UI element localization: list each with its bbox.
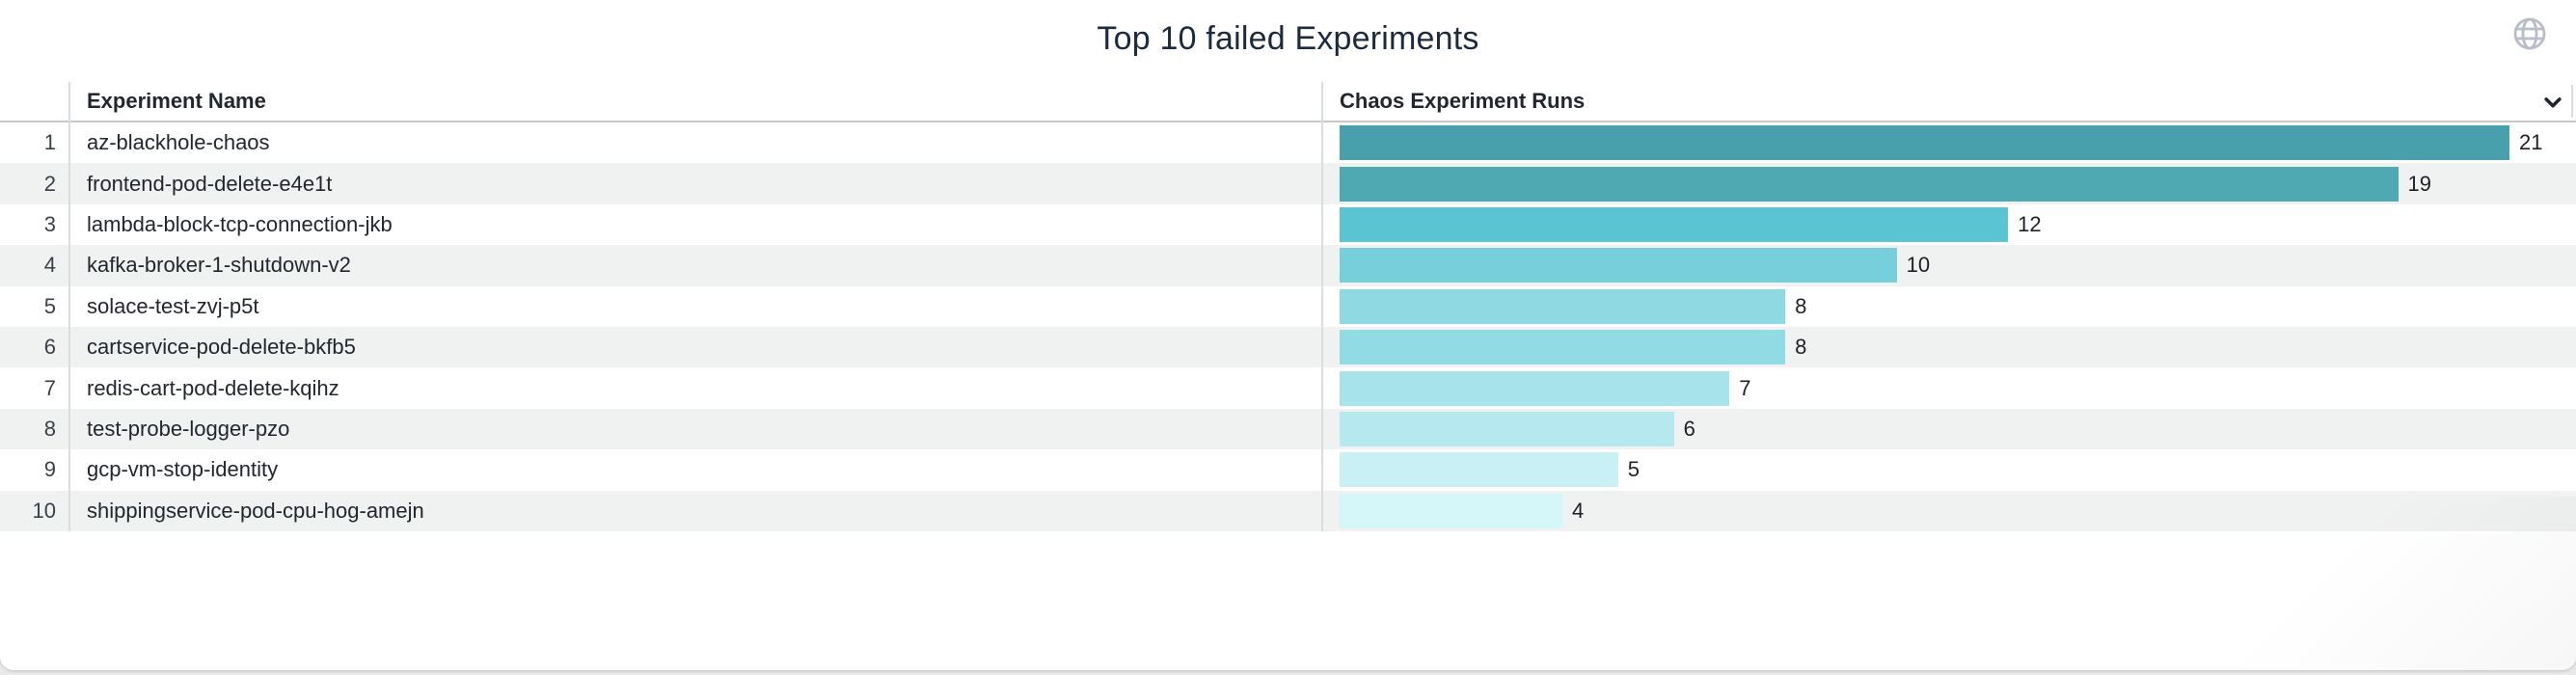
table-row[interactable]: 10 shippingservice-pod-cpu-hog-amejn 4 xyxy=(0,490,2576,531)
run-bar[interactable] xyxy=(1340,125,2509,161)
table-header-row: Experiment Name Chaos Experiment Runs xyxy=(0,82,2576,121)
runs-cell: 5 xyxy=(1340,449,2576,490)
run-bar[interactable] xyxy=(1340,248,1897,284)
run-value: 6 xyxy=(1683,416,1695,441)
runs-cell: 8 xyxy=(1340,327,2576,367)
experiment-name: test-probe-logger-pzo xyxy=(87,416,290,441)
run-value: 10 xyxy=(1906,253,1931,278)
run-value: 5 xyxy=(1627,457,1641,482)
runs-column-divider xyxy=(1321,82,1323,531)
runs-cell: 4 xyxy=(1340,491,2576,531)
row-index: 3 xyxy=(43,211,56,236)
run-value: 4 xyxy=(1572,498,1585,523)
experiment-name: cartservice-pod-delete-bkfb5 xyxy=(87,335,356,360)
row-index: 10 xyxy=(32,498,56,523)
run-value: 7 xyxy=(1739,375,1751,400)
experiment-name: solace-test-zvj-p5t xyxy=(87,293,259,318)
experiment-name: kafka-broker-1-shutdown-v2 xyxy=(87,253,351,278)
column-header-experiment-name[interactable]: Experiment Name xyxy=(87,89,266,113)
table-row[interactable]: 4 kafka-broker-1-shutdown-v2 10 xyxy=(0,245,2576,286)
table-row[interactable]: 7 redis-cart-pod-delete-kqihz 7 xyxy=(0,367,2576,408)
globe-icon[interactable] xyxy=(2510,14,2549,53)
row-index: 1 xyxy=(43,130,56,155)
runs-cell: 12 xyxy=(1340,204,2576,245)
row-index: 5 xyxy=(43,293,56,318)
run-bar[interactable] xyxy=(1340,493,1562,528)
run-bar[interactable] xyxy=(1340,206,2009,242)
header-bottom-border xyxy=(0,121,2576,122)
table-row[interactable]: 3 lambda-block-tcp-connection-jkb 12 xyxy=(0,204,2576,245)
row-index: 4 xyxy=(43,253,56,278)
column-header-chaos-experiment-runs[interactable]: Chaos Experiment Runs xyxy=(1340,89,1586,113)
runs-cell: 7 xyxy=(1340,367,2576,408)
run-value: 21 xyxy=(2519,130,2543,155)
table-row[interactable]: 1 az-blackhole-chaos 21 xyxy=(0,122,2576,163)
table-row[interactable]: 9 gcp-vm-stop-identity 5 xyxy=(0,449,2576,490)
row-index: 2 xyxy=(43,171,56,196)
experiment-name: shippingservice-pod-cpu-hog-amejn xyxy=(87,498,424,523)
run-value: 8 xyxy=(1795,293,1807,318)
run-bar[interactable] xyxy=(1340,370,1730,406)
header-right-divider xyxy=(2571,85,2573,118)
run-value: 19 xyxy=(2407,171,2431,196)
run-bar[interactable] xyxy=(1340,411,1674,446)
row-index: 9 xyxy=(43,457,56,482)
runs-cell: 10 xyxy=(1340,245,2576,285)
row-index: 7 xyxy=(43,375,56,400)
experiment-name: az-blackhole-chaos xyxy=(87,130,270,155)
chevron-down-icon[interactable] xyxy=(2538,88,2567,117)
runs-cell: 21 xyxy=(1340,122,2576,163)
runs-cell: 8 xyxy=(1340,286,2576,327)
row-index: 6 xyxy=(43,335,56,360)
table-row[interactable]: 5 solace-test-zvj-p5t 8 xyxy=(0,286,2576,327)
run-bar[interactable] xyxy=(1340,330,1786,365)
index-column-divider xyxy=(68,82,70,531)
experiment-name: lambda-block-tcp-connection-jkb xyxy=(87,211,393,236)
experiment-name: frontend-pod-delete-e4e1t xyxy=(87,171,333,196)
run-value: 8 xyxy=(1795,335,1807,360)
experiment-name: gcp-vm-stop-identity xyxy=(87,457,279,482)
table-row[interactable]: 8 test-probe-logger-pzo 6 xyxy=(0,408,2576,450)
runs-cell: 19 xyxy=(1340,163,2576,203)
table-body: 1 az-blackhole-chaos 21 2 frontend-pod-d… xyxy=(0,122,2576,531)
experiment-name: redis-cart-pod-delete-kqihz xyxy=(87,375,339,400)
run-value: 12 xyxy=(2018,211,2042,236)
table-row[interactable]: 6 cartservice-pod-delete-bkfb5 8 xyxy=(0,326,2576,368)
page-title: Top 10 failed Experiments xyxy=(1097,20,1479,57)
run-bar[interactable] xyxy=(1340,288,1786,324)
table-row[interactable]: 2 frontend-pod-delete-e4e1t 19 xyxy=(0,163,2576,204)
runs-cell: 6 xyxy=(1340,409,2576,449)
run-bar[interactable] xyxy=(1340,452,1618,488)
row-index: 8 xyxy=(43,416,56,441)
run-bar[interactable] xyxy=(1340,166,2399,202)
